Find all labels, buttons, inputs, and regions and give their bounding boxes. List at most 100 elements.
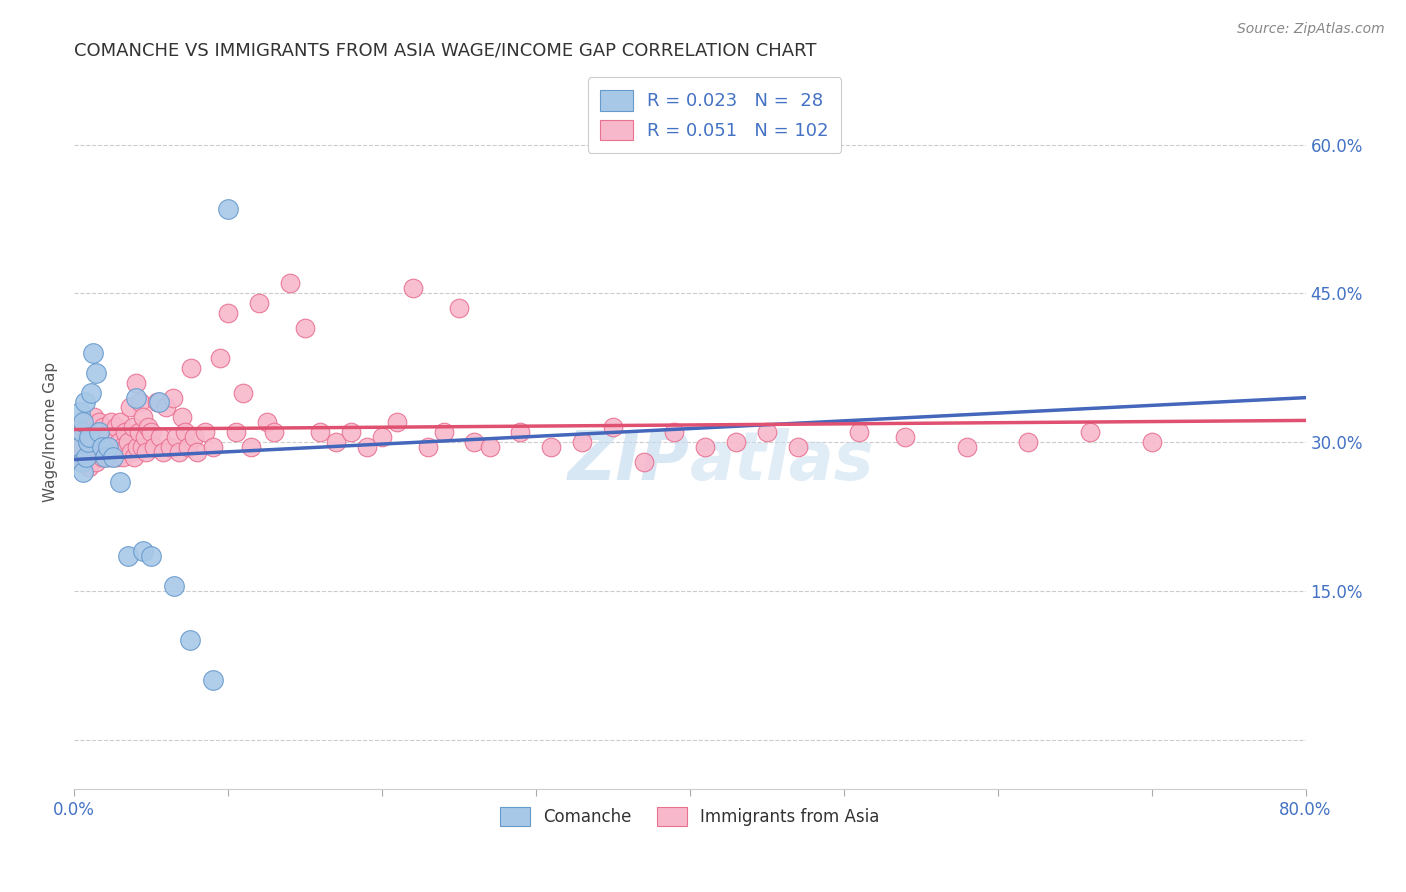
Point: [136, 420, 159, 434]
Point: [294, 321, 316, 335]
Point: [540, 440, 562, 454]
Point: [83, 410, 105, 425]
Point: [232, 385, 254, 400]
Point: [478, 440, 501, 454]
Point: [602, 420, 624, 434]
Point: [70, 425, 93, 440]
Point: [127, 440, 149, 454]
Point: [1140, 435, 1163, 450]
Point: [84, 455, 107, 469]
Point: [146, 395, 169, 409]
Point: [121, 420, 143, 434]
Point: [82, 440, 104, 454]
Point: [463, 435, 485, 450]
Point: [72, 440, 94, 454]
Point: [98, 450, 121, 464]
Point: [848, 425, 870, 440]
Point: [174, 425, 197, 440]
Point: [128, 425, 150, 440]
Point: [432, 425, 454, 440]
Point: [115, 440, 138, 454]
Text: Source: ZipAtlas.com: Source: ZipAtlas.com: [1237, 22, 1385, 37]
Point: [356, 440, 378, 454]
Point: [165, 430, 187, 444]
Point: [633, 455, 655, 469]
Legend: Comanche, Immigrants from Asia: Comanche, Immigrants from Asia: [492, 798, 887, 834]
Point: [84, 366, 107, 380]
Point: [70, 455, 93, 469]
Point: [209, 351, 232, 365]
Point: [139, 425, 162, 440]
Point: [664, 425, 686, 440]
Point: [186, 445, 208, 459]
Point: [97, 440, 120, 454]
Y-axis label: Wage/Income Gap: Wage/Income Gap: [44, 362, 58, 502]
Point: [82, 346, 104, 360]
Point: [124, 391, 146, 405]
Point: [124, 376, 146, 390]
Point: [167, 445, 190, 459]
Point: [75, 415, 97, 429]
Point: [73, 455, 96, 469]
Point: [263, 425, 285, 440]
Point: [170, 410, 193, 425]
Point: [325, 435, 347, 450]
Point: [786, 440, 808, 454]
Point: [77, 435, 100, 450]
Point: [217, 306, 239, 320]
Point: [100, 415, 122, 429]
Point: [67, 435, 90, 450]
Point: [240, 440, 263, 454]
Point: [571, 435, 593, 450]
Point: [105, 450, 128, 464]
Point: [183, 430, 205, 444]
Point: [79, 459, 101, 474]
Point: [159, 440, 181, 454]
Point: [132, 410, 155, 425]
Point: [89, 445, 111, 459]
Text: ZIP: ZIP: [568, 428, 690, 494]
Point: [509, 425, 531, 440]
Point: [387, 415, 409, 429]
Point: [194, 425, 217, 440]
Point: [79, 430, 101, 444]
Point: [90, 440, 112, 454]
Point: [120, 445, 142, 459]
Point: [139, 549, 162, 564]
Point: [90, 450, 112, 464]
Point: [86, 435, 108, 450]
Point: [101, 450, 124, 464]
Point: [135, 445, 157, 459]
Point: [180, 360, 202, 375]
Point: [103, 445, 125, 459]
Point: [131, 440, 153, 454]
Point: [177, 440, 200, 454]
Point: [91, 420, 114, 434]
Point: [77, 430, 100, 444]
Point: [129, 395, 152, 409]
Point: [87, 415, 110, 429]
Point: [132, 544, 155, 558]
Point: [69, 405, 91, 419]
Point: [72, 465, 94, 479]
Point: [75, 450, 97, 464]
Point: [110, 415, 132, 429]
Point: [402, 281, 425, 295]
Point: [724, 435, 747, 450]
Point: [122, 450, 145, 464]
Point: [134, 430, 156, 444]
Point: [70, 420, 93, 434]
Point: [179, 633, 201, 648]
Point: [143, 440, 166, 454]
Point: [110, 475, 132, 489]
Point: [94, 450, 117, 464]
Point: [152, 445, 174, 459]
Point: [894, 430, 917, 444]
Point: [104, 420, 127, 434]
Point: [162, 391, 184, 405]
Point: [149, 430, 172, 444]
Point: [112, 450, 135, 464]
Point: [163, 579, 186, 593]
Point: [201, 673, 224, 687]
Point: [67, 440, 90, 454]
